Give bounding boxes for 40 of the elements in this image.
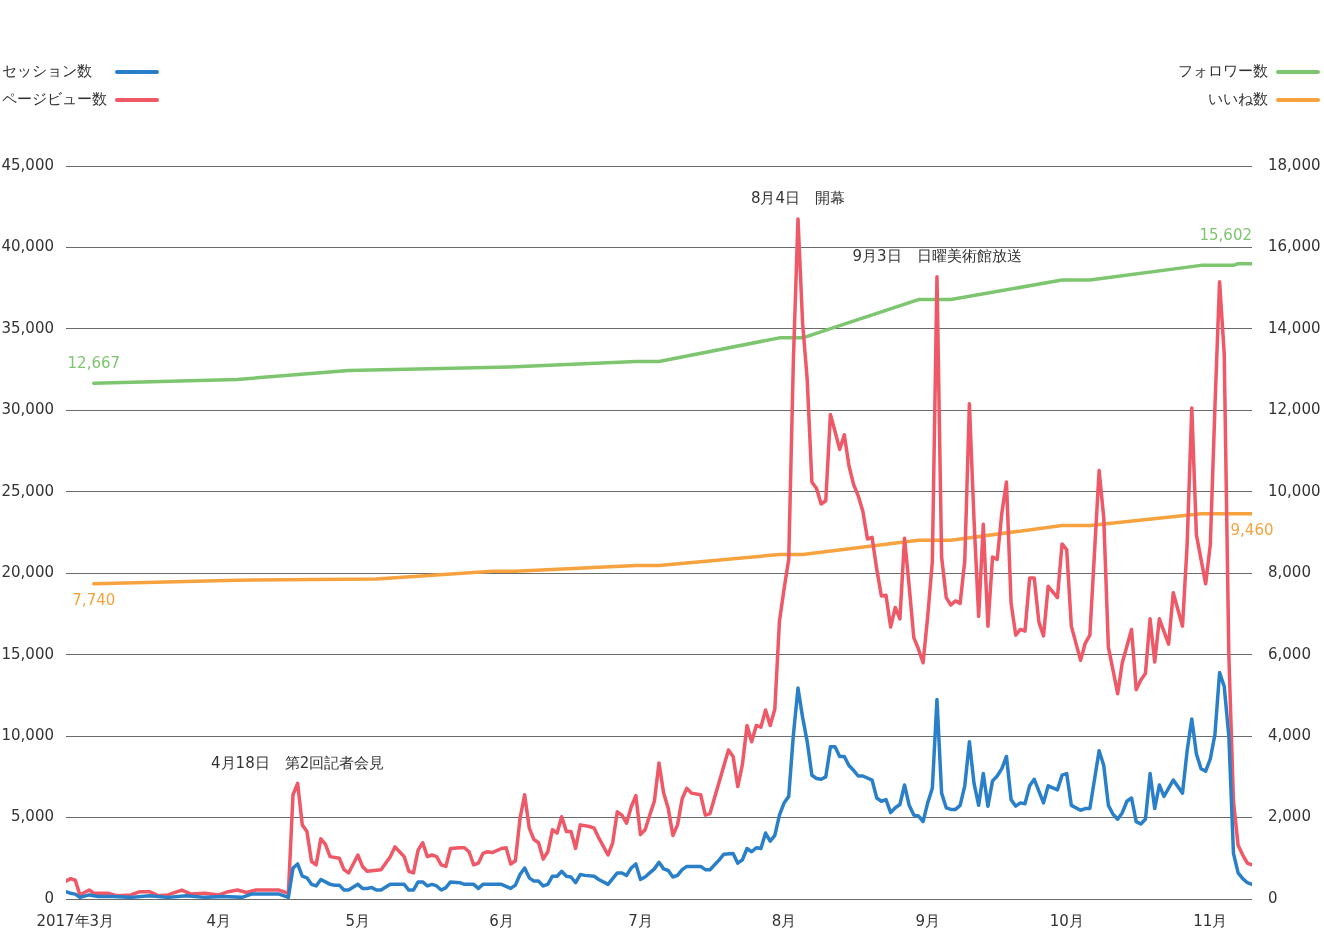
y-tick-label: 10,000 [1, 726, 54, 744]
x-tick-label: 9月 [915, 911, 940, 930]
data-label: 9,460 [1230, 521, 1274, 540]
legend-label: いいね数 [1208, 89, 1268, 108]
y2-tick-label: 6,000 [1268, 644, 1311, 663]
x-tick-label: 2017年3月 [36, 911, 115, 930]
y2-tick-label: 18,000 [1268, 155, 1321, 174]
x-tick-label: 4月 [206, 911, 232, 930]
x-tick-label: 6月 [489, 911, 514, 930]
y-tick-label: 20,000 [1, 563, 54, 582]
y2-tick-label: 12,000 [1268, 400, 1321, 419]
y2-tick-label: 8,000 [1268, 563, 1311, 582]
x-tick-label: 10月 [1049, 911, 1084, 930]
y-tick-label: 40,000 [1, 237, 54, 256]
annotation: 9月3日 日曜美術館放送 [852, 247, 1022, 266]
y2-tick-label: 4,000 [1268, 726, 1311, 744]
data-label: 12,667 [67, 353, 121, 372]
y-tick-label: 25,000 [1, 481, 54, 500]
y2-tick-label: 10,000 [1268, 481, 1321, 500]
annotation: 4月18日 第2回記者会見 [211, 753, 385, 772]
y-tick-label: 35,000 [1, 318, 54, 337]
x-tick-label: 5月 [345, 911, 371, 930]
y-tick-label: 15,000 [1, 644, 54, 663]
x-tick-label: 11月 [1193, 911, 1228, 930]
x-tick-label: 7月 [628, 911, 653, 930]
y2-tick-label: 2,000 [1268, 807, 1311, 826]
y2-tick-label: 14,000 [1268, 318, 1321, 337]
y-tick-label: 0 [44, 888, 54, 907]
data-label: 15,602 [1199, 225, 1252, 244]
y-tick-label: 30,000 [1, 400, 54, 419]
y-tick-label: 5,000 [11, 807, 54, 826]
legend-label: フォロワー数 [1178, 61, 1268, 80]
y-tick-label: 45,000 [1, 155, 54, 174]
data-label: 7,740 [72, 591, 116, 610]
legend-label: セッション数 [2, 61, 92, 80]
annotation: 8月4日 開幕 [750, 189, 846, 208]
x-tick-label: 8月 [771, 911, 797, 930]
y2-tick-label: 16,000 [1268, 237, 1321, 256]
legend-label: ページビュー数 [2, 89, 107, 108]
y2-tick-label: 0 [1268, 888, 1278, 907]
